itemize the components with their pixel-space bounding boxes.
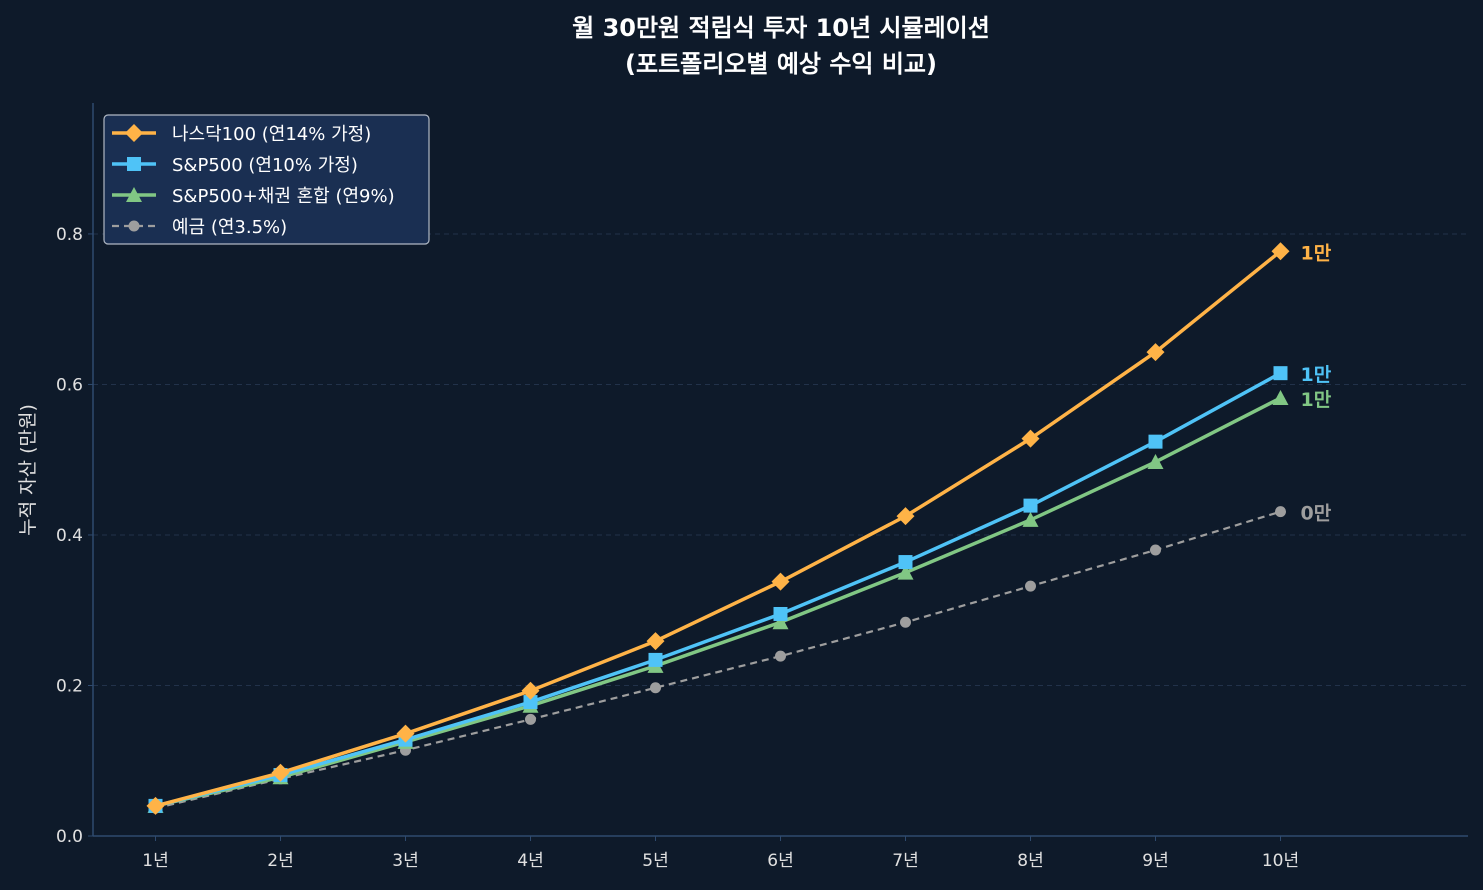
diamond-marker bbox=[146, 796, 165, 815]
diamond-marker bbox=[521, 681, 540, 700]
series-1: 1만 bbox=[148, 364, 1332, 813]
diamond-marker bbox=[271, 763, 290, 782]
square-marker bbox=[1023, 498, 1038, 513]
y-tick-label: 0.8 bbox=[56, 225, 83, 245]
circle-marker bbox=[1025, 580, 1036, 592]
y-tick-label: 0.4 bbox=[56, 526, 83, 546]
legend: 나스닥100 (연14% 가정) S&P500 (연10% 가정) S&P500+채… bbox=[103, 114, 430, 245]
legend-label: S&P500 (연10% 가정) bbox=[172, 155, 358, 176]
diamond-marker bbox=[896, 507, 915, 526]
legend-label: S&P500+채권 혼합 (연9%) bbox=[172, 186, 395, 207]
triangle-marker bbox=[897, 564, 914, 580]
x-tick-label: 1년 bbox=[142, 851, 168, 871]
end-label: 1만 bbox=[1301, 242, 1332, 264]
square-marker bbox=[648, 652, 663, 667]
square-marker bbox=[523, 695, 538, 710]
circle-marker bbox=[900, 616, 911, 628]
x-tick-label: 7년 bbox=[892, 851, 918, 871]
end-label: 0만 bbox=[1301, 503, 1332, 525]
x-tick-label: 2년 bbox=[267, 851, 293, 871]
x-tick-label: 5년 bbox=[642, 851, 668, 871]
y-tick-label: 0.6 bbox=[56, 375, 83, 395]
circle-marker bbox=[525, 713, 536, 725]
diamond-marker bbox=[646, 632, 665, 651]
series-line bbox=[155, 510, 1281, 810]
circle-marker bbox=[1150, 544, 1161, 556]
circle-marker bbox=[128, 220, 140, 232]
series-line bbox=[155, 396, 1282, 808]
x-tick-label: 8년 bbox=[1017, 851, 1043, 871]
circle-marker bbox=[1275, 506, 1286, 518]
series-3: 0만 bbox=[150, 503, 1332, 814]
end-label: 1만 bbox=[1301, 389, 1332, 411]
diamond-marker bbox=[1021, 429, 1040, 448]
chart-subtitle: (포트폴리오별 예상 수익 비교) bbox=[625, 50, 937, 78]
series-line bbox=[155, 371, 1282, 808]
x-tick-label: 6년 bbox=[767, 851, 793, 871]
triangle-marker bbox=[1147, 453, 1164, 469]
x-tick-label: 4년 bbox=[517, 851, 543, 871]
square-marker bbox=[898, 555, 913, 570]
end-label: 1만 bbox=[1301, 364, 1332, 386]
square-marker bbox=[1273, 366, 1288, 381]
chart-title: 월 30만원 적립식 투자 10년 시뮬레이션 bbox=[572, 14, 990, 42]
triangle-marker bbox=[772, 614, 789, 630]
square-marker bbox=[127, 157, 141, 171]
circle-marker bbox=[775, 650, 786, 662]
y-tick-label: 0.2 bbox=[56, 676, 83, 696]
x-tick-label: 10년 bbox=[1262, 851, 1299, 871]
square-marker bbox=[1148, 434, 1163, 449]
legend-label: 나스닥100 (연14% 가정) bbox=[172, 124, 371, 145]
diamond-marker bbox=[1146, 343, 1165, 362]
x-tick-label: 9년 bbox=[1142, 851, 1168, 871]
diamond-marker bbox=[771, 572, 790, 591]
circle-marker bbox=[650, 682, 661, 694]
y-tick-label: 0.0 bbox=[56, 827, 83, 847]
square-marker bbox=[773, 606, 788, 621]
diamond-marker bbox=[396, 724, 415, 743]
legend-label: 예금 (연3.5%) bbox=[172, 217, 287, 238]
y-axis-label: 누적 자산 (만원) bbox=[17, 404, 39, 536]
series-0: 1만 bbox=[146, 242, 1332, 815]
series-line bbox=[155, 249, 1282, 808]
triangle-marker bbox=[1022, 511, 1039, 527]
triangle-marker bbox=[126, 187, 142, 202]
diamond-marker bbox=[125, 124, 143, 142]
x-tick-label: 3년 bbox=[392, 851, 418, 871]
legend-box bbox=[103, 114, 430, 245]
diamond-marker bbox=[1271, 242, 1290, 261]
triangle-marker bbox=[1272, 390, 1289, 406]
